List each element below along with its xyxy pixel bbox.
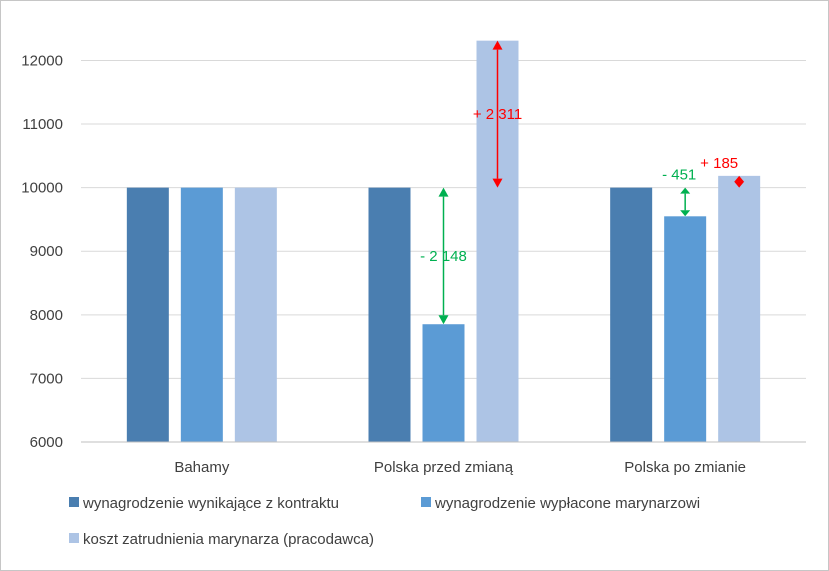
annotation-arrowhead xyxy=(492,178,503,188)
bars xyxy=(126,40,761,442)
y-tick-label: 9000 xyxy=(30,243,63,260)
legend-swatch xyxy=(421,497,431,507)
y-tick-label: 8000 xyxy=(30,307,63,324)
bar xyxy=(180,187,223,442)
annotation-label: + 2 311 xyxy=(473,106,522,123)
bar xyxy=(368,187,411,442)
legend-swatch xyxy=(69,497,79,507)
y-tick-label: 10000 xyxy=(21,180,63,197)
bar xyxy=(664,216,707,442)
y-tick-label: 7000 xyxy=(30,370,63,387)
annotation-arrowhead xyxy=(492,40,503,50)
annotation-arrowhead xyxy=(680,210,691,217)
bar xyxy=(234,187,277,442)
bar xyxy=(422,324,465,442)
annotation-arrowhead xyxy=(680,187,691,194)
bar xyxy=(610,187,653,442)
legend-swatch xyxy=(69,533,79,543)
bar xyxy=(126,187,169,442)
x-tick-label: Bahamy xyxy=(174,459,230,476)
y-tick-label: 12000 xyxy=(21,52,63,69)
annotations: + 2 311 - 2 148 - 451+ 185 xyxy=(420,40,745,325)
x-tick-label: Polska przed zmianą xyxy=(374,459,514,476)
annotation-arrowhead xyxy=(734,181,745,188)
annotation-arrowhead xyxy=(734,175,745,182)
y-tick-label: 11000 xyxy=(22,116,63,133)
annotation-label: - 451 xyxy=(662,167,696,184)
annotation-label: - 2 148 xyxy=(420,248,467,265)
annotation-arrowhead xyxy=(438,187,449,197)
legend-label: wynagrodzenie wypłacone marynarzowi xyxy=(434,495,700,512)
bar xyxy=(718,175,761,442)
annotation-arrowhead xyxy=(438,315,449,325)
legend-label: wynagrodzenie wynikające z kontraktu xyxy=(82,495,339,512)
y-tick-label: 6000 xyxy=(30,434,63,451)
annotation-label: + 185 xyxy=(700,155,738,172)
axes: 6000 7000 8000 9000 10000 11000 12000 Bahamy Pol… xyxy=(21,52,806,476)
x-tick-label: Polska po zmianie xyxy=(624,459,746,476)
legend-label: koszt zatrudnienia marynarza (pracodawca… xyxy=(83,531,374,548)
legend: wynagrodzenie wynikające z kontraktu wyna… xyxy=(69,495,700,548)
